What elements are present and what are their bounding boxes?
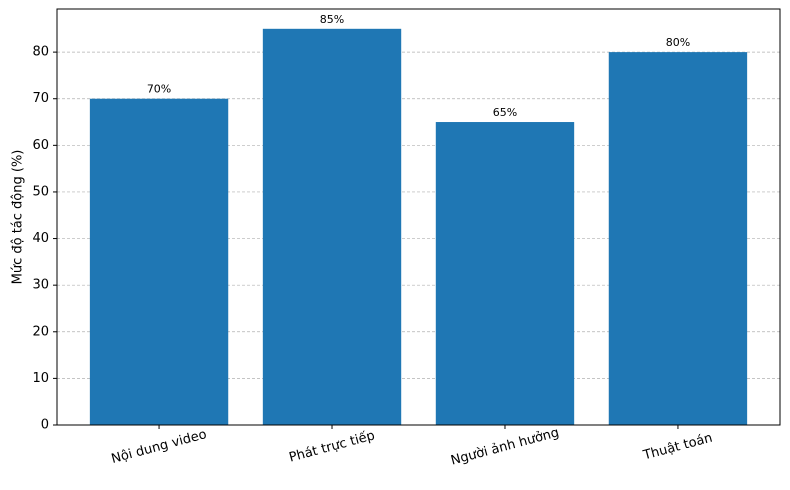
x-tick-label: Nội dung video: [110, 427, 209, 467]
x-tick-label: Phát trực tiếp: [287, 428, 376, 465]
value-label: 85%: [320, 13, 344, 26]
bar: [435, 122, 575, 425]
bar: [89, 98, 229, 425]
y-tick-label: 80: [32, 45, 49, 60]
value-label: 65%: [493, 106, 517, 119]
y-axis-label: Mức độ tác động (%): [11, 150, 26, 285]
y-tick-label: 40: [32, 231, 49, 246]
y-tick-label: 30: [32, 278, 49, 293]
value-label: 80%: [666, 36, 690, 49]
y-tick-label: 60: [32, 138, 49, 153]
plot-frame: [56, 8, 781, 426]
bar: [608, 52, 748, 426]
value-label: 70%: [147, 83, 171, 96]
y-tick-label: 20: [32, 324, 49, 339]
y-tick-label: 50: [32, 184, 49, 199]
x-tick-label: Người ảnh hưởng: [449, 425, 561, 468]
bar: [262, 28, 402, 426]
y-tick-label: 70: [32, 91, 49, 106]
x-tick-label: Thuật toán: [641, 431, 714, 464]
y-tick-label: 0: [41, 418, 49, 433]
y-tick-label: 10: [32, 371, 49, 386]
